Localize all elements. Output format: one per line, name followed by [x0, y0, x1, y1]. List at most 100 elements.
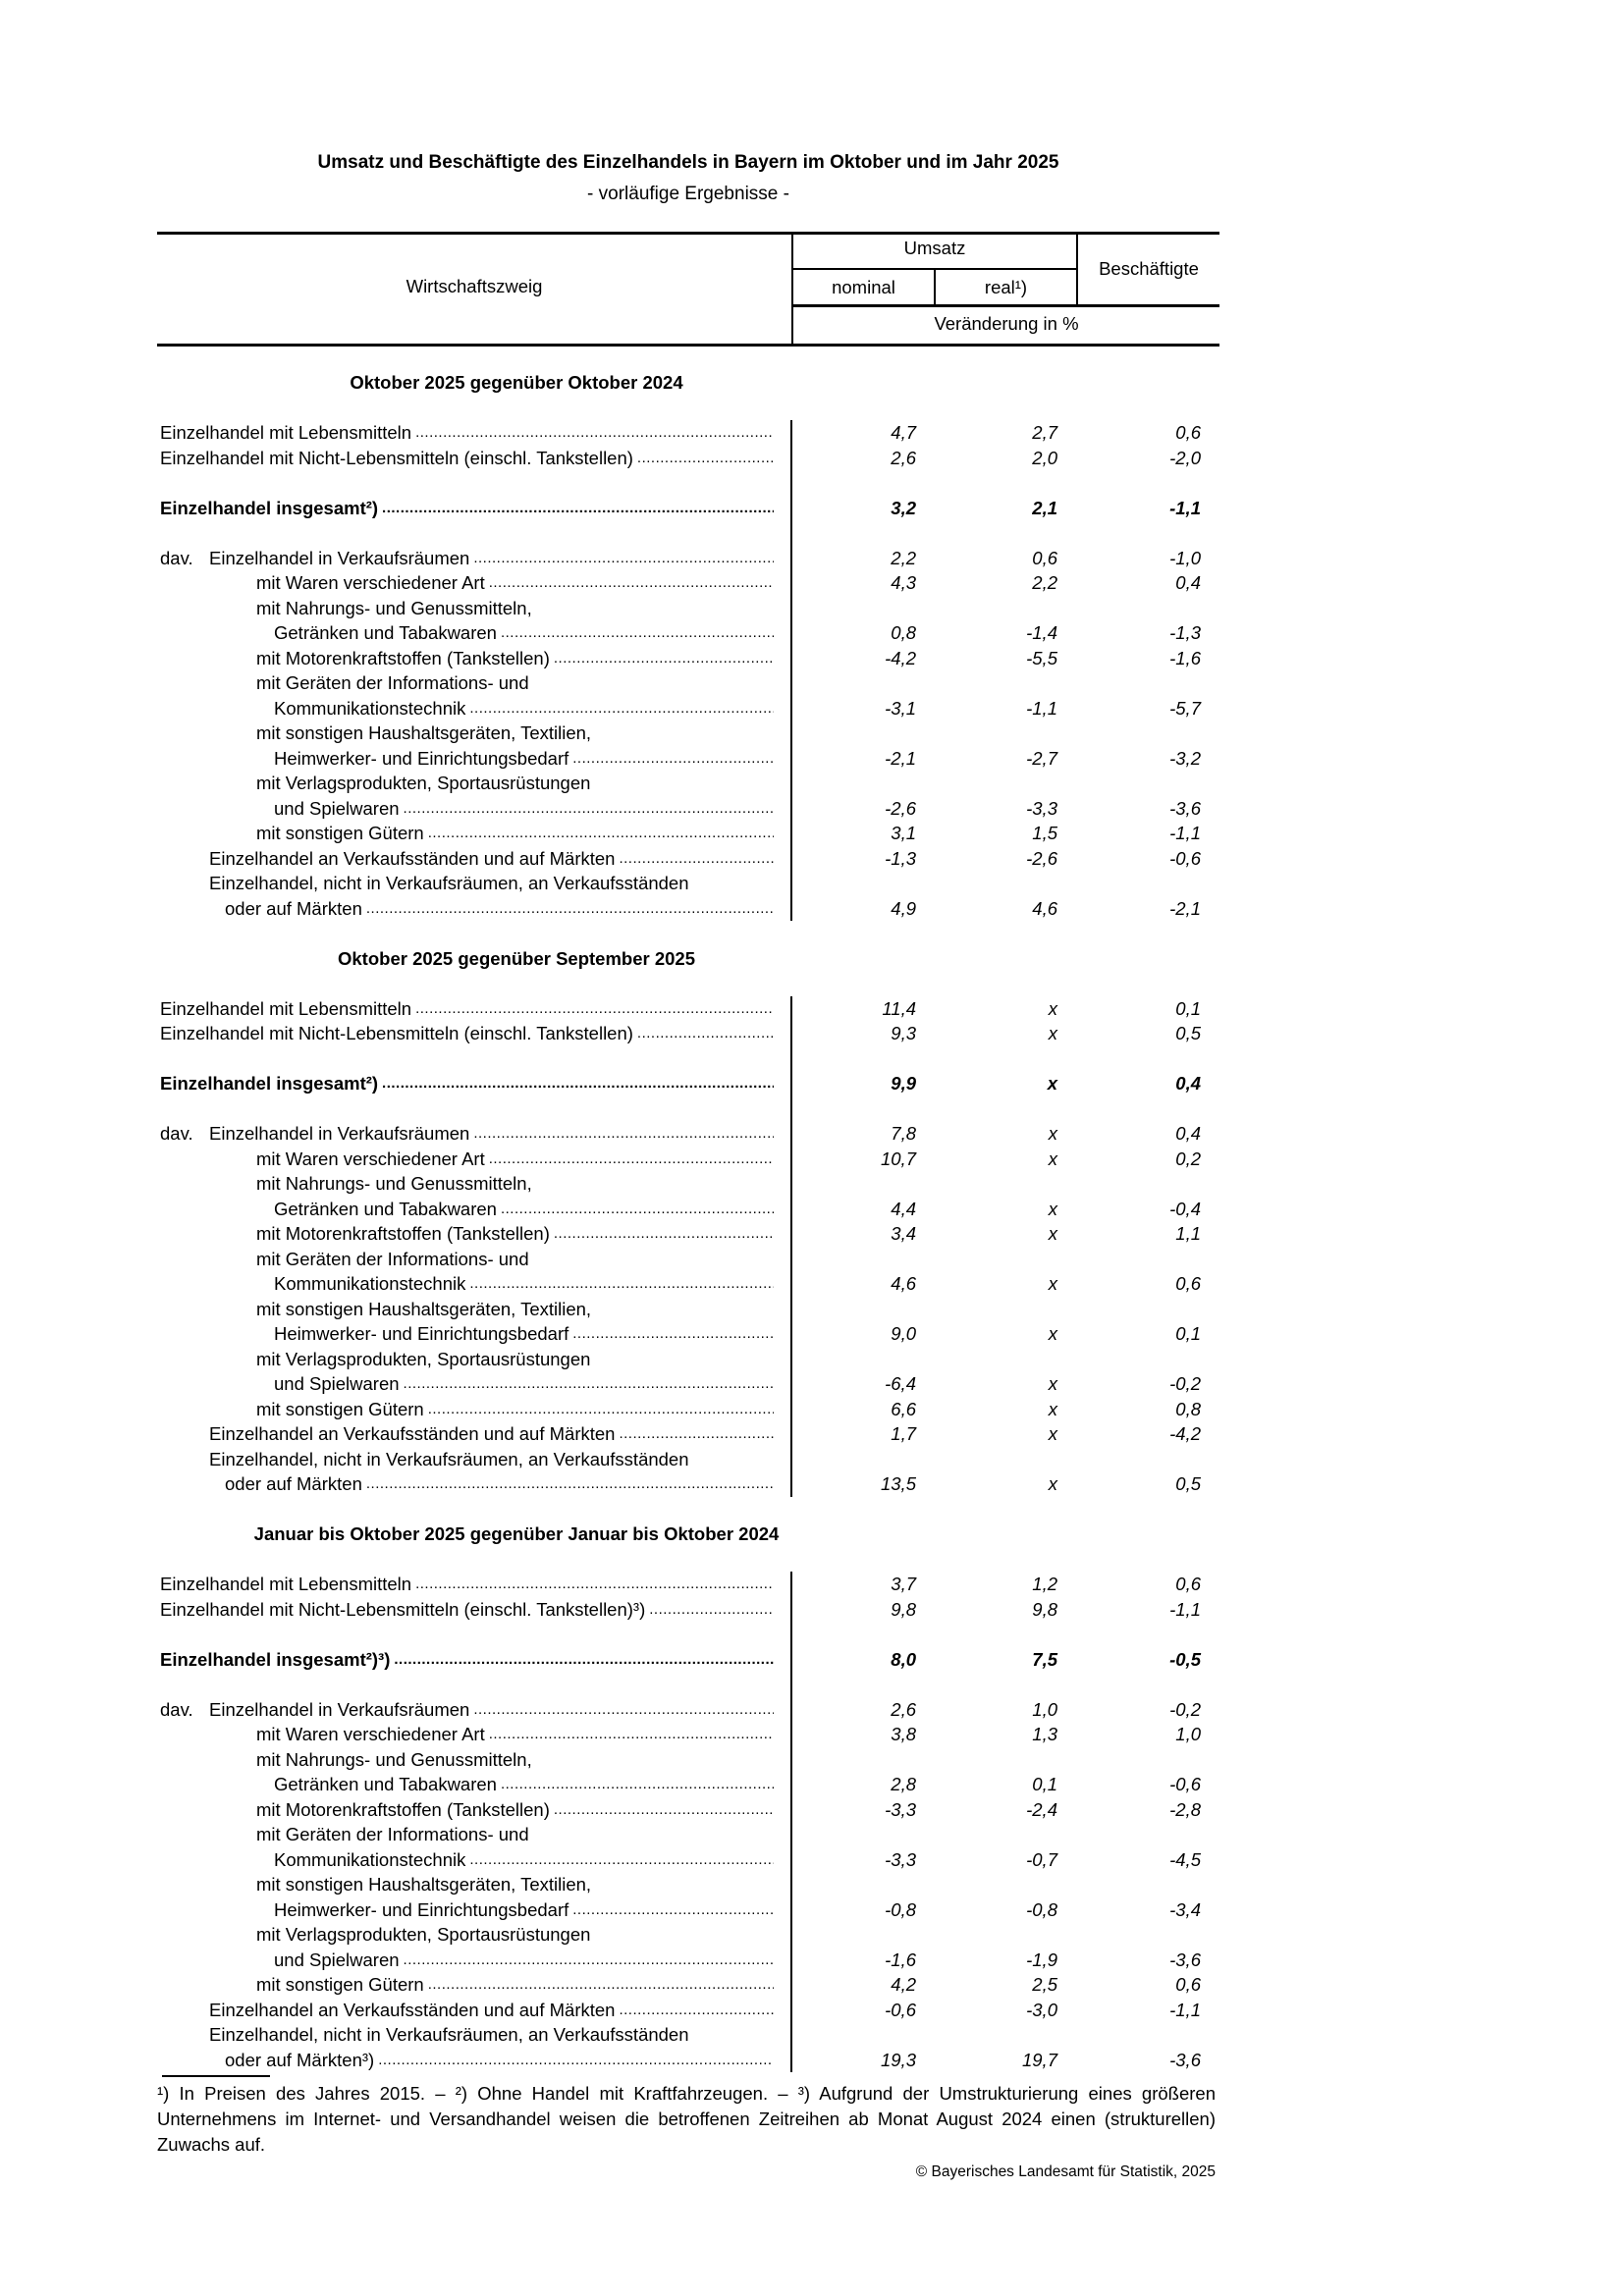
row-label: mit Waren verschiedener Art: [256, 572, 485, 593]
value-employees: [1057, 1447, 1201, 1472]
value-nominal: -2,6: [885, 797, 916, 819]
value-nominal: 13,5: [880, 1473, 916, 1494]
spacer: [157, 971, 1219, 996]
dot-leader: ........................................…: [382, 1075, 774, 1092]
row-label-cell: mit Geräten der Informations- und: [157, 1246, 792, 1271]
blank-row: [157, 470, 1219, 496]
table-row: mit Nahrungs- und Genussmitteln,: [157, 1746, 1219, 1772]
dot-leader: ........................................…: [473, 1125, 774, 1142]
value-employees: 0,1: [1175, 997, 1201, 1019]
value-employees: 0,6: [1175, 1974, 1201, 1995]
row-label: Einzelhandel mit Lebensmitteln: [160, 422, 412, 443]
footnote-rule: [162, 2075, 270, 2077]
table-row: Einzelhandel insgesamt²)................…: [157, 1071, 1219, 1096]
value-employees: -4,5: [1169, 1848, 1201, 1870]
row-label-cell: mit Verlagsprodukten, Sportausrüstungen: [157, 1346, 792, 1371]
table-row: Einzelhandel, nicht in Verkaufsräumen, a…: [157, 2022, 1219, 2048]
table-row: Einzelhandel mit Lebensmitteln..........…: [157, 1572, 1219, 1597]
value-nominal: 6,6: [891, 1398, 916, 1419]
value-real: -3,3: [1026, 797, 1057, 819]
table-row: Getränken und Tabakwaren................…: [157, 1196, 1219, 1221]
row-label-cell: Einzelhandel, nicht in Verkaufsräumen, a…: [157, 1446, 792, 1471]
value-employees: 1,1: [1175, 1223, 1201, 1244]
column-header-unit: Veränderung in %: [934, 313, 1079, 334]
table-row: mit Geräten der Informations- und: [157, 670, 1219, 696]
table-row: Einzelhandel mit Lebensmitteln..........…: [157, 420, 1219, 446]
spacer: [157, 1497, 1219, 1522]
document-title: Umsatz und Beschäftigte des Einzelhandel…: [317, 152, 1059, 173]
value-nominal: 9,0: [891, 1323, 916, 1344]
column-header-branch: Wirtschaftszweig: [406, 276, 543, 296]
row-label-cell: mit Motorenkraftstoffen (Tankstellen)...…: [157, 645, 792, 670]
row-prefix: dav.: [160, 1123, 193, 1144]
row-label: und Spielwaren: [274, 1949, 400, 1970]
value-employees: -3,6: [1169, 797, 1201, 819]
table-row: mit sonstigen Haushaltsgeräten, Textilie…: [157, 1872, 1219, 1897]
value-real: 1,2: [1032, 1574, 1057, 1594]
row-label-cell: [157, 470, 792, 496]
value-nominal: -2,1: [885, 747, 916, 769]
value-nominal: 4,9: [891, 897, 916, 919]
column-header-nominal: nominal: [832, 277, 895, 297]
row-label: mit Verlagsprodukten, Sportausrüstungen: [256, 1924, 591, 1945]
table-row: dav. Einzelhandel in Verkaufsräumen......…: [157, 1696, 1219, 1722]
row-label-cell: Einzelhandel mit Lebensmitteln..........…: [157, 420, 792, 446]
value-real: 9,8: [1032, 1598, 1057, 1620]
value-real: -2,6: [1026, 847, 1057, 869]
value-employees: -0,2: [1169, 1373, 1201, 1394]
spacer: [157, 1547, 1219, 1573]
row-label: Getränken und Tabakwaren: [274, 1774, 497, 1794]
row-label: Einzelhandel in Verkaufsräumen: [209, 547, 470, 568]
row-label-cell: Einzelhandel an Verkaufsständen und auf …: [157, 1997, 792, 2022]
value-employees: [1057, 871, 1201, 896]
dot-leader: ........................................…: [488, 574, 774, 591]
value-employees: [1057, 1297, 1201, 1322]
table-row: Heimwerker- und Einrichtungsbedarf......…: [157, 1321, 1219, 1347]
row-label-cell: Einzelhandel mit Nicht-Lebensmitteln (ei…: [157, 1021, 792, 1046]
value-real: [916, 1247, 1057, 1272]
table-row: mit sonstigen Haushaltsgeräten, Textilie…: [157, 1296, 1219, 1322]
row-label: Getränken und Tabakwaren: [274, 622, 497, 643]
dot-leader: ........................................…: [500, 1200, 774, 1217]
value-nominal: -4,2: [885, 647, 916, 668]
row-label-cell: Einzelhandel mit Lebensmitteln..........…: [157, 995, 792, 1021]
table-row: mit Waren verschiedener Art.............…: [157, 570, 1219, 596]
dot-leader: ........................................…: [619, 1425, 774, 1442]
table-row: Heimwerker- und Einrichtungsbedarf......…: [157, 745, 1219, 771]
row-label: mit Verlagsprodukten, Sportausrüstungen: [256, 773, 591, 793]
value-employees: [1057, 1347, 1201, 1372]
table-row: Einzelhandel mit Nicht-Lebensmitteln (ei…: [157, 445, 1219, 470]
table-row: mit Geräten der Informations- und: [157, 1822, 1219, 1847]
value-employees: 0,4: [1175, 1073, 1201, 1094]
value-nominal: 19,3: [880, 2049, 916, 2070]
row-label: oder auf Märkten³): [225, 2049, 375, 2070]
value-employees: [1057, 721, 1201, 746]
value-employees: 0,5: [1175, 1023, 1201, 1043]
spacer: [157, 396, 1219, 421]
row-label: Einzelhandel, nicht in Verkaufsräumen, a…: [209, 2024, 689, 2045]
value-nominal: 3,1: [891, 823, 916, 843]
row-label-cell: mit Nahrungs- und Genussmitteln,: [157, 595, 792, 620]
row-label: Einzelhandel, nicht in Verkaufsräumen, a…: [209, 873, 689, 893]
row-label: Einzelhandel mit Nicht-Lebensmitteln (ei…: [160, 1023, 633, 1043]
value-employees: -0,6: [1169, 1774, 1201, 1794]
value-nominal: 2,6: [891, 1698, 916, 1720]
dot-leader: ........................................…: [403, 799, 774, 817]
table-row: Einzelhandel mit Nicht-Lebensmitteln (ei…: [157, 1021, 1219, 1046]
row-label: Einzelhandel mit Lebensmitteln: [160, 1574, 412, 1594]
value-employees: -0,6: [1169, 847, 1201, 869]
table-row: mit Motorenkraftstoffen (Tankstellen)...…: [157, 1796, 1219, 1822]
dot-leader: ........................................…: [365, 1475, 774, 1492]
row-label-cell: mit Nahrungs- und Genussmitteln,: [157, 1746, 792, 1772]
row-label: Heimwerker- und Einrichtungsbedarf: [274, 1898, 569, 1920]
row-label: Kommunikationstechnik: [274, 1273, 466, 1294]
document-subtitle: - vorläufige Ergebnisse -: [587, 184, 789, 204]
row-label: mit sonstigen Gütern: [256, 823, 424, 843]
value-nominal: [792, 596, 916, 621]
value-real: [916, 1297, 1057, 1322]
table-row: Einzelhandel an Verkaufsständen und auf …: [157, 1421, 1219, 1447]
row-label-cell: Einzelhandel, nicht in Verkaufsräumen, a…: [157, 2022, 792, 2048]
dot-leader: ........................................…: [415, 424, 774, 441]
dot-leader: ........................................…: [500, 624, 774, 641]
value-real: x: [1048, 1198, 1057, 1219]
